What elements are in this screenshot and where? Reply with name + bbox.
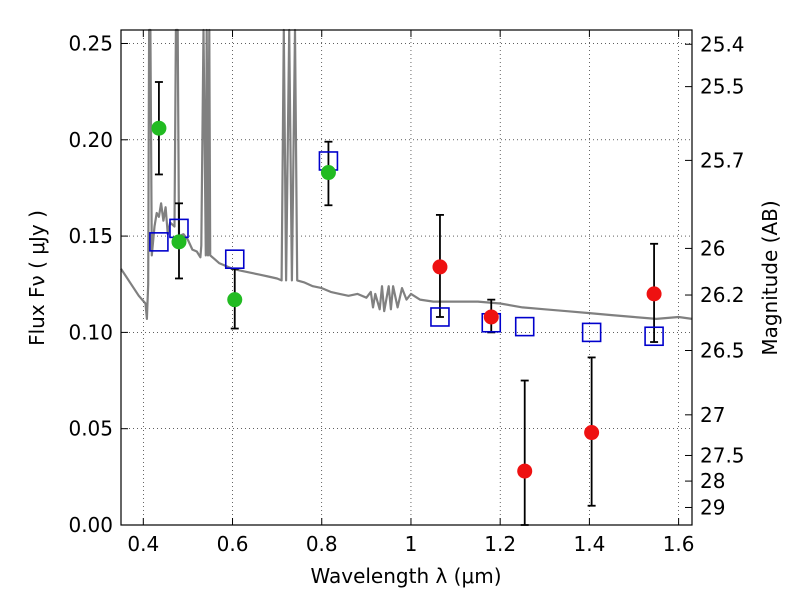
y-tick-label: 0.00 xyxy=(68,513,113,537)
photometry-point xyxy=(171,234,187,250)
y2-tick-label: 26.5 xyxy=(700,338,745,362)
marker-layer xyxy=(149,120,664,479)
photometry-point xyxy=(517,463,533,479)
x-axis-label: Wavelength λ (μm) xyxy=(310,564,501,588)
y2-tick-label: 25.5 xyxy=(700,75,745,99)
plot-frame xyxy=(120,29,693,526)
model-line-layer xyxy=(120,28,693,320)
y-tick-label: 0.10 xyxy=(68,320,113,344)
x-tick-label: 0.4 xyxy=(127,532,159,556)
photometry-point xyxy=(320,165,336,181)
x-tick-label: 0.8 xyxy=(306,532,338,556)
photometry-point xyxy=(646,286,662,302)
photometry-point xyxy=(584,425,600,441)
y2-tick-label: 27.5 xyxy=(700,443,745,467)
y-tick-label: 0.20 xyxy=(68,128,113,152)
y2-tick-label: 25.4 xyxy=(700,32,745,56)
y-axis-label: Flux Fν ( μJy ) xyxy=(25,210,49,346)
grid-lines xyxy=(121,30,692,526)
axis-ticks: 0.4 0.6 0.8 1 1.2 1.4 1.6 0.00 0.05 0.10 0.15 0.20 0… xyxy=(68,30,745,556)
model-flux-square xyxy=(149,232,169,252)
model-sed-line xyxy=(120,28,693,320)
y2-tick-label: 26 xyxy=(700,236,725,260)
model-flux-square xyxy=(644,326,664,347)
y2-axis-label: Magnitude (AB) xyxy=(758,200,782,355)
x-tick-label: 0.6 xyxy=(217,532,249,556)
photometry-point xyxy=(483,309,499,325)
x-tick-label: 1.4 xyxy=(573,532,605,556)
y-tick-label: 0.05 xyxy=(68,417,113,441)
y2-tick-label: 26.2 xyxy=(700,283,745,307)
y2-tick-label: 28 xyxy=(700,469,725,493)
photometry-point xyxy=(227,292,243,308)
model-flux-square xyxy=(514,316,535,337)
photometry-point xyxy=(151,120,167,136)
model-flux-square xyxy=(430,307,450,327)
y2-tick-label: 27 xyxy=(700,403,725,427)
x-tick-label: 1.6 xyxy=(663,532,695,556)
y2-tick-label: 25.7 xyxy=(700,148,745,172)
x-tick-label: 1.2 xyxy=(484,532,516,556)
model-flux-square xyxy=(224,249,245,270)
x-tick-label: 1 xyxy=(405,532,418,556)
y2-tick-label: 29 xyxy=(700,495,725,519)
y-tick-label: 0.25 xyxy=(68,31,113,55)
y-tick-label: 0.15 xyxy=(68,224,113,248)
photometry-point xyxy=(432,259,448,275)
model-flux-square xyxy=(581,322,602,343)
